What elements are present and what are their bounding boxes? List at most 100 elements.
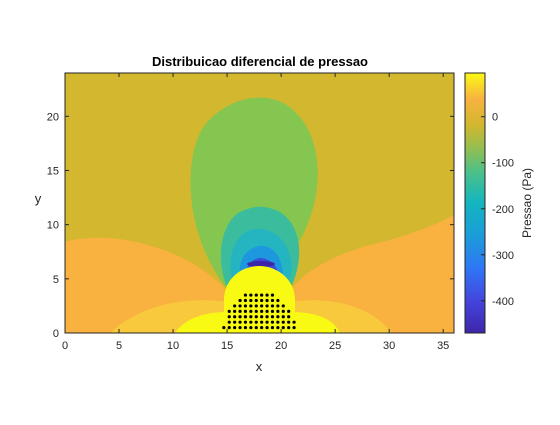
- colorbar-tick-label: 0: [492, 112, 498, 124]
- obstacle-dot: [287, 309, 291, 313]
- obstacle-dot: [281, 325, 285, 330]
- obstacle-dot: [254, 293, 258, 297]
- obstacle-dot: [260, 293, 264, 297]
- obstacle-dot: [292, 320, 296, 324]
- x-tick-label: 20: [275, 340, 287, 352]
- x-tick-label: 0: [62, 340, 68, 352]
- y-tick-label: 5: [53, 274, 59, 286]
- obstacle-dot: [227, 309, 231, 313]
- field-stagnation: [175, 312, 228, 333]
- obstacle-dot: [222, 325, 226, 330]
- x-tick-label: 5: [116, 340, 122, 352]
- obstacle-dot: [260, 304, 264, 308]
- obstacle-dot: [276, 304, 280, 308]
- obstacle-dot: [243, 309, 248, 313]
- field-suction-peak: [247, 261, 275, 267]
- obstacle-dot: [238, 304, 242, 308]
- obstacle-dot: [249, 293, 253, 297]
- obstacle-dot: [227, 320, 231, 324]
- obstacle-dot: [243, 325, 248, 330]
- y-axis: 0 5 10 15 20: [47, 111, 454, 340]
- obstacle-dot: [249, 298, 253, 303]
- obstacle-dot: [265, 293, 269, 297]
- obstacle-dot: [265, 304, 269, 308]
- obstacle-dot: [238, 309, 242, 313]
- chart-title: Distribuicao diferencial de pressao: [152, 54, 368, 69]
- colorbar: 0 -100 -200 -300 -400 Pressao (Pa): [464, 72, 534, 334]
- obstacle-dot: [233, 315, 237, 319]
- x-tick-label: 30: [383, 340, 395, 352]
- y-tick-label: 10: [47, 220, 59, 232]
- obstacle-dot: [260, 309, 264, 313]
- obstacle-dot: [270, 315, 275, 319]
- field-stagnation: [290, 312, 340, 333]
- obstacle-dot: [276, 309, 280, 313]
- obstacle-dot: [249, 320, 253, 324]
- x-tick-label: 10: [167, 340, 179, 352]
- obstacle-dot: [281, 304, 285, 308]
- obstacle-dot: [233, 325, 237, 330]
- y-axis-label: y: [35, 191, 42, 206]
- plot-frame: [64, 72, 455, 334]
- obstacle-dot: [243, 315, 248, 319]
- obstacle-dot: [276, 325, 280, 330]
- colorbar-gradient: [464, 72, 486, 334]
- obstacle-dot: [276, 320, 280, 324]
- obstacle-dot: [243, 320, 248, 324]
- obstacle-dot: [260, 315, 264, 319]
- obstacle-dot: [254, 320, 258, 324]
- y-tick-label: 0: [53, 328, 59, 340]
- obstacle-dot: [260, 298, 264, 303]
- obstacle-dot: [276, 298, 280, 303]
- obstacle-dot: [238, 298, 242, 303]
- obstacle-dot: [260, 325, 264, 330]
- colorbar-label: Pressao (Pa): [520, 168, 534, 238]
- obstacle-dot: [265, 315, 269, 319]
- obstacle-dot: [281, 320, 285, 324]
- obstacle-dot: [243, 298, 248, 303]
- obstacle-dot: [233, 304, 237, 308]
- obstacle-dot: [265, 320, 269, 324]
- x-tick-label: 35: [437, 340, 449, 352]
- obstacle-dot: [287, 325, 291, 330]
- obstacle-dot: [287, 315, 291, 319]
- colorbar-tick-label: -100: [492, 158, 514, 170]
- obstacle-dot: [227, 325, 231, 330]
- obstacle-dot: [270, 325, 275, 330]
- obstacle-dot: [238, 325, 242, 330]
- obstacle-dot: [243, 293, 248, 297]
- obstacle-dot: [249, 304, 253, 308]
- obstacle-dot: [227, 315, 231, 319]
- obstacle-dot: [254, 304, 258, 308]
- obstacle-dot: [249, 325, 253, 330]
- obstacle-dot: [270, 293, 275, 297]
- obstacle-dot: [254, 298, 258, 303]
- colorbar-ticks: 0 -100 -200 -300 -400: [481, 112, 514, 308]
- obstacle-dot: [270, 309, 275, 313]
- obstacle-dot: [265, 298, 269, 303]
- obstacle-dot: [254, 315, 258, 319]
- obstacle-dot: [265, 325, 269, 330]
- obstacle-dot: [249, 315, 253, 319]
- obstacle-dot: [238, 320, 242, 324]
- colorbar-tick-label: -200: [492, 204, 514, 216]
- obstacle-dot: [249, 309, 253, 313]
- obstacle-dot: [270, 320, 275, 324]
- obstacle-dot: [254, 309, 258, 313]
- y-tick-label: 20: [47, 111, 59, 123]
- obstacle-dot: [270, 304, 275, 308]
- obstacle-dot: [281, 315, 285, 319]
- x-tick-label: 15: [221, 340, 233, 352]
- obstacle-dot: [292, 325, 296, 330]
- obstacle-dot: [265, 309, 269, 313]
- obstacle-dots: [222, 293, 296, 330]
- obstacle-dot: [233, 309, 237, 313]
- obstacle-dot: [260, 320, 264, 324]
- colorbar-tick-label: -300: [492, 250, 514, 262]
- x-tick-label: 25: [329, 340, 341, 352]
- obstacle-dot: [233, 320, 237, 324]
- plot-area: [65, 73, 454, 333]
- colorbar-tick-label: -400: [492, 296, 514, 308]
